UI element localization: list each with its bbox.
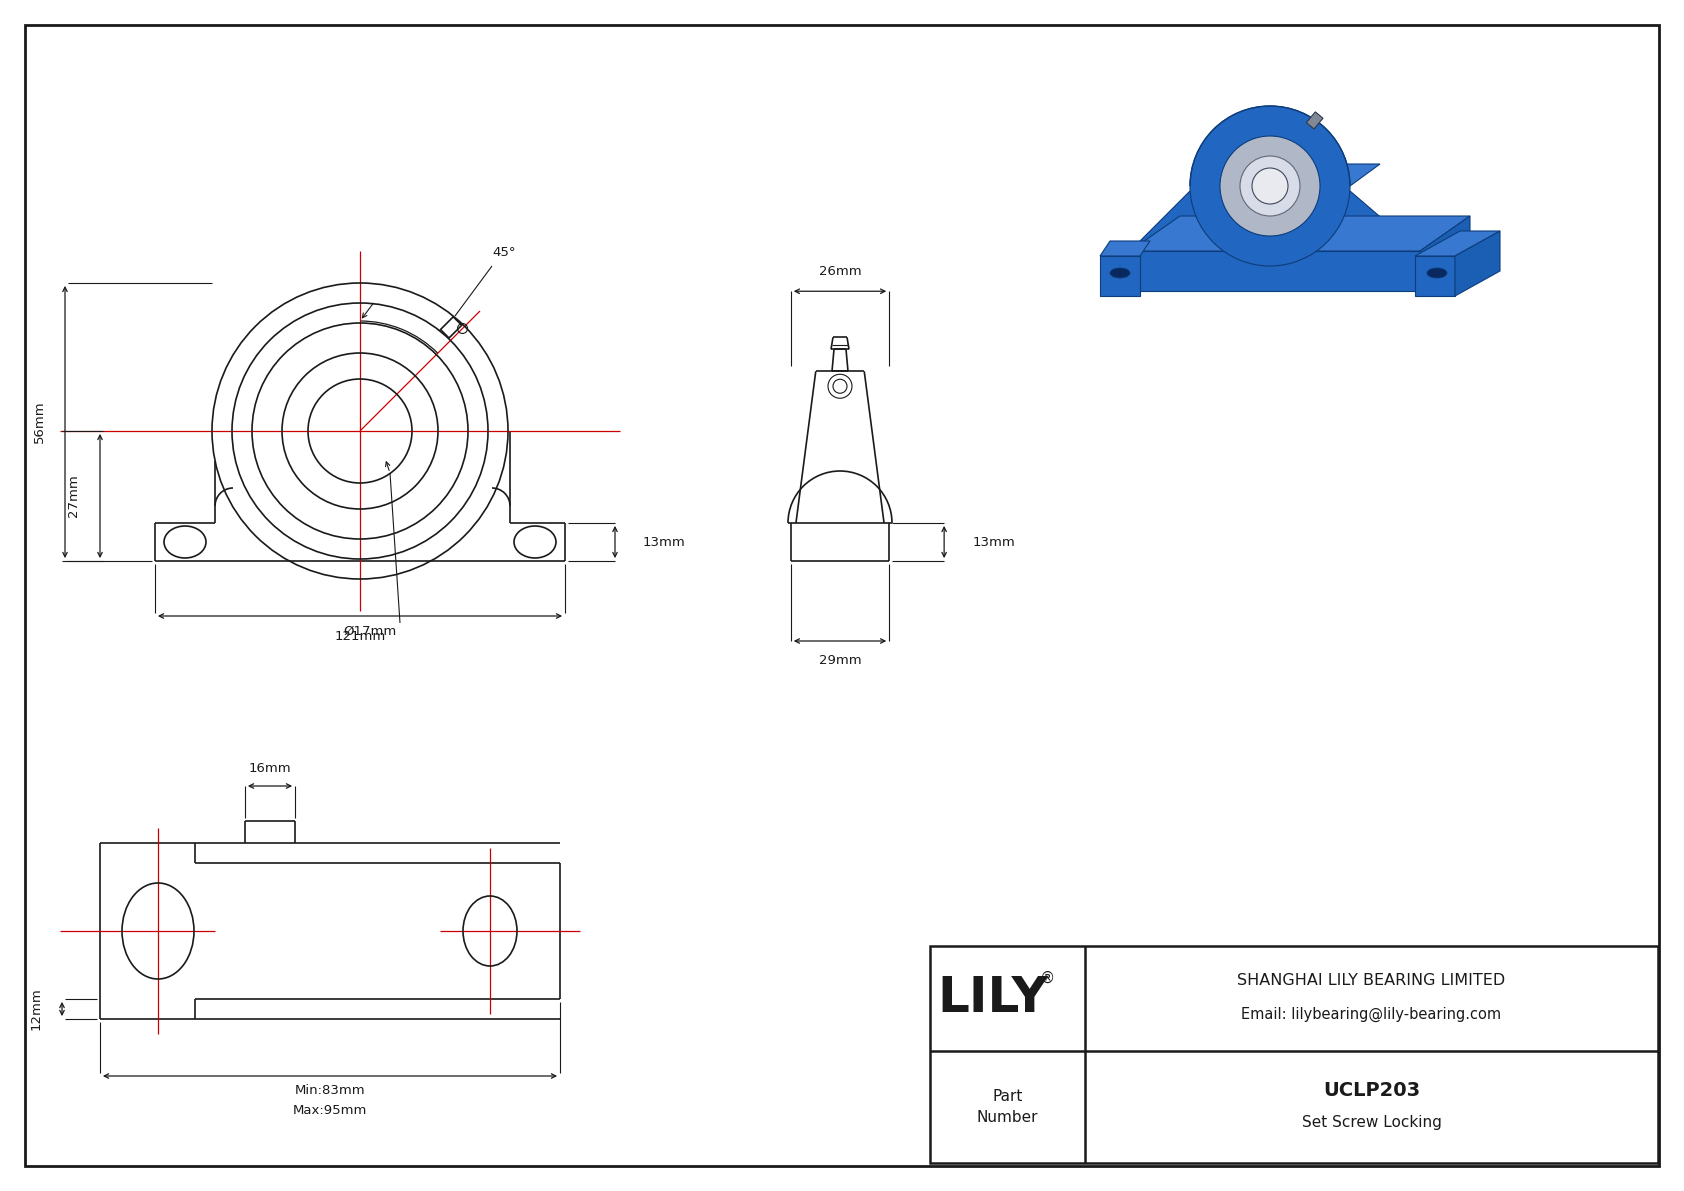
Text: LILY: LILY: [936, 974, 1047, 1023]
Circle shape: [1219, 136, 1320, 236]
Bar: [1307, 112, 1324, 129]
Text: 26mm: 26mm: [818, 264, 861, 278]
Polygon shape: [1130, 216, 1470, 251]
Text: 45°: 45°: [492, 247, 515, 258]
Polygon shape: [1420, 216, 1470, 291]
Polygon shape: [1415, 256, 1455, 297]
Ellipse shape: [1426, 268, 1447, 278]
Text: ®: ®: [1041, 971, 1056, 986]
Text: 16mm: 16mm: [249, 761, 291, 774]
Circle shape: [1239, 156, 1300, 216]
Text: 13mm: 13mm: [972, 536, 1015, 549]
Text: UCLP203: UCLP203: [1324, 1081, 1420, 1100]
Polygon shape: [1130, 191, 1420, 251]
Polygon shape: [1191, 164, 1379, 186]
Text: Part
Number: Part Number: [977, 1089, 1039, 1125]
Text: 13mm: 13mm: [643, 536, 685, 549]
Text: 56mm: 56mm: [32, 400, 45, 443]
Text: Ø17mm: Ø17mm: [344, 624, 397, 637]
Circle shape: [1251, 168, 1288, 204]
Text: SHANGHAI LILY BEARING LIMITED: SHANGHAI LILY BEARING LIMITED: [1238, 973, 1505, 989]
Polygon shape: [1100, 256, 1140, 297]
Text: 12mm: 12mm: [30, 987, 42, 1030]
Polygon shape: [1415, 231, 1500, 256]
Polygon shape: [1100, 241, 1150, 256]
Text: Email: lilybearing@lily-bearing.com: Email: lilybearing@lily-bearing.com: [1241, 1006, 1502, 1022]
Bar: [930, 946, 1659, 1162]
Text: 121mm: 121mm: [335, 630, 386, 642]
Text: Set Screw Locking: Set Screw Locking: [1302, 1116, 1442, 1130]
Text: Max:95mm: Max:95mm: [293, 1104, 367, 1117]
Bar: [441, 317, 461, 338]
Ellipse shape: [1191, 106, 1351, 266]
Text: 29mm: 29mm: [818, 655, 861, 667]
Ellipse shape: [1110, 268, 1130, 278]
Text: Min:83mm: Min:83mm: [295, 1085, 365, 1097]
Text: 27mm: 27mm: [67, 475, 81, 517]
Polygon shape: [1130, 251, 1420, 291]
Polygon shape: [1455, 231, 1500, 297]
